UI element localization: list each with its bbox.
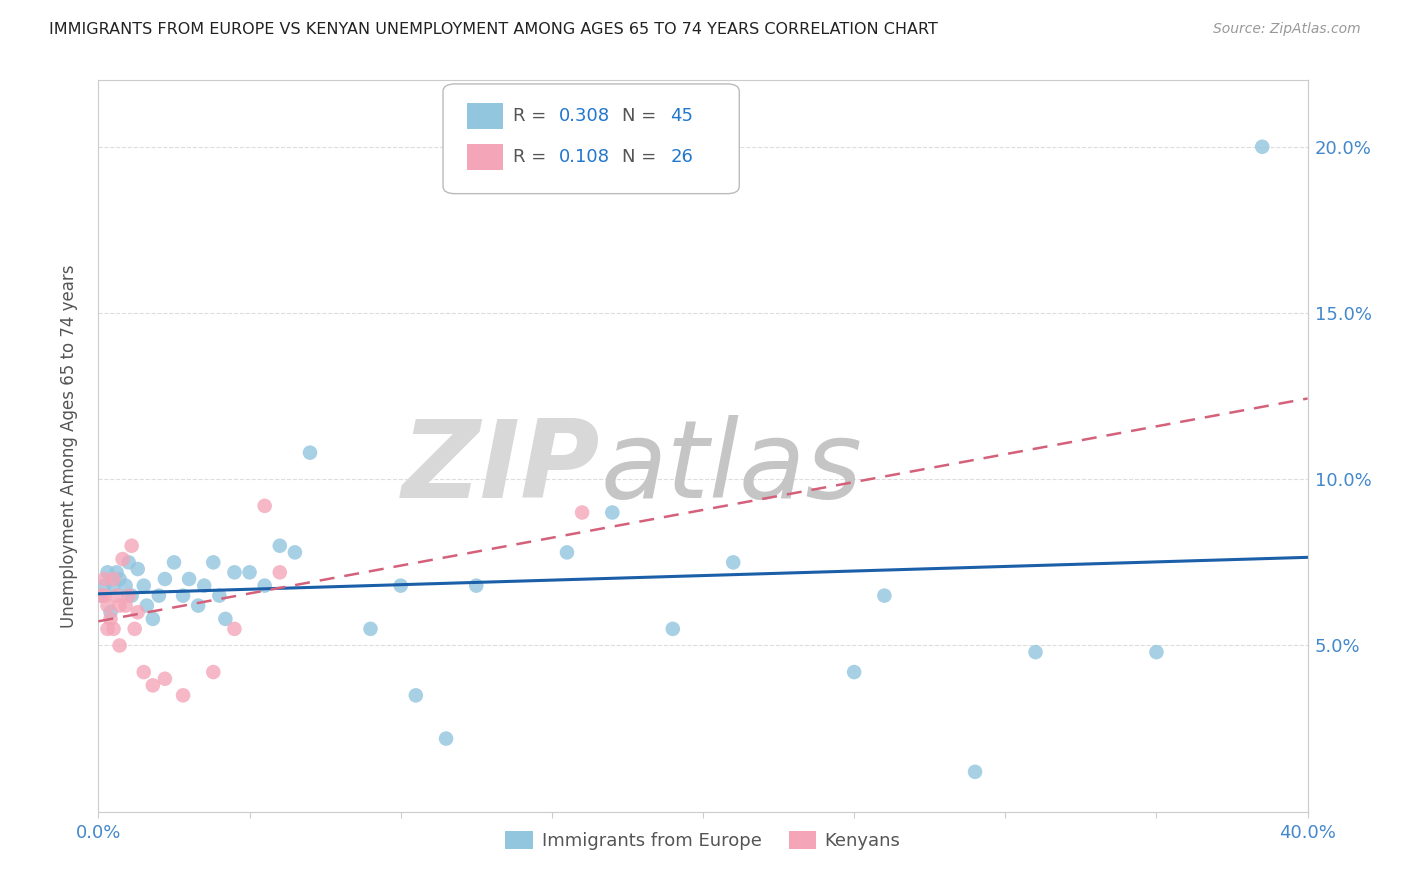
Text: N =: N = — [621, 148, 662, 166]
Point — [121, 539, 143, 553]
Point — [253, 499, 276, 513]
Point — [202, 665, 225, 679]
Point — [93, 589, 115, 603]
Point — [108, 572, 131, 586]
Point — [132, 665, 155, 679]
FancyBboxPatch shape — [443, 84, 740, 194]
Point — [239, 566, 262, 580]
Point — [1024, 645, 1046, 659]
Point — [127, 562, 149, 576]
Text: N =: N = — [621, 107, 662, 125]
Y-axis label: Unemployment Among Ages 65 to 74 years: Unemployment Among Ages 65 to 74 years — [59, 264, 77, 628]
Text: 45: 45 — [671, 107, 693, 125]
Point — [202, 555, 225, 569]
Text: 26: 26 — [671, 148, 693, 166]
Point — [142, 678, 165, 692]
Text: R =: R = — [513, 107, 553, 125]
Text: 0.308: 0.308 — [560, 107, 610, 125]
Point — [172, 589, 194, 603]
Text: 0.108: 0.108 — [560, 148, 610, 166]
Point — [224, 622, 246, 636]
Point — [299, 445, 322, 459]
Point — [571, 506, 593, 520]
Point — [187, 599, 209, 613]
Legend: Immigrants from Europe, Kenyans: Immigrants from Europe, Kenyans — [498, 823, 908, 857]
Point — [121, 589, 143, 603]
Point — [723, 555, 745, 569]
Point — [360, 622, 382, 636]
Point — [148, 589, 170, 603]
Text: R =: R = — [513, 148, 553, 166]
Point — [100, 612, 122, 626]
Point — [434, 731, 457, 746]
Point — [163, 555, 186, 569]
Point — [96, 566, 118, 580]
Point — [269, 566, 291, 580]
Point — [214, 612, 236, 626]
Point — [96, 622, 118, 636]
Point — [873, 589, 896, 603]
Point — [105, 566, 128, 580]
Point — [135, 599, 157, 613]
Point — [118, 555, 141, 569]
Point — [284, 545, 307, 559]
Point — [193, 579, 215, 593]
Bar — [467, 144, 503, 170]
Point — [127, 605, 149, 619]
Point — [253, 579, 276, 593]
Point — [103, 622, 125, 636]
Point — [118, 589, 141, 603]
Point — [90, 589, 112, 603]
Point — [269, 539, 291, 553]
Point — [1251, 140, 1274, 154]
Bar — [467, 103, 503, 129]
Point — [124, 622, 146, 636]
Point — [465, 579, 488, 593]
Point — [965, 764, 987, 779]
Point — [602, 506, 624, 520]
Point — [179, 572, 201, 586]
Point — [93, 572, 115, 586]
Text: IMMIGRANTS FROM EUROPE VS KENYAN UNEMPLOYMENT AMONG AGES 65 TO 74 YEARS CORRELAT: IMMIGRANTS FROM EUROPE VS KENYAN UNEMPLO… — [49, 22, 938, 37]
Point — [103, 579, 125, 593]
Point — [208, 589, 231, 603]
Point — [844, 665, 866, 679]
Point — [105, 589, 128, 603]
Text: Source: ZipAtlas.com: Source: ZipAtlas.com — [1213, 22, 1361, 37]
Text: atlas: atlas — [600, 416, 862, 520]
Point — [142, 612, 165, 626]
Point — [224, 566, 246, 580]
Point — [172, 689, 194, 703]
Point — [389, 579, 412, 593]
Point — [90, 589, 112, 603]
Point — [114, 579, 136, 593]
Point — [405, 689, 427, 703]
Point — [96, 599, 118, 613]
Point — [153, 672, 176, 686]
Point — [1144, 645, 1167, 659]
Text: ZIP: ZIP — [402, 415, 600, 521]
Point — [153, 572, 176, 586]
Point — [114, 599, 136, 613]
Point — [93, 579, 115, 593]
Point — [661, 622, 683, 636]
Point — [111, 552, 134, 566]
Point — [555, 545, 578, 559]
Point — [100, 605, 122, 619]
Point — [108, 599, 131, 613]
Point — [132, 579, 155, 593]
Point — [103, 572, 125, 586]
Point — [108, 639, 131, 653]
